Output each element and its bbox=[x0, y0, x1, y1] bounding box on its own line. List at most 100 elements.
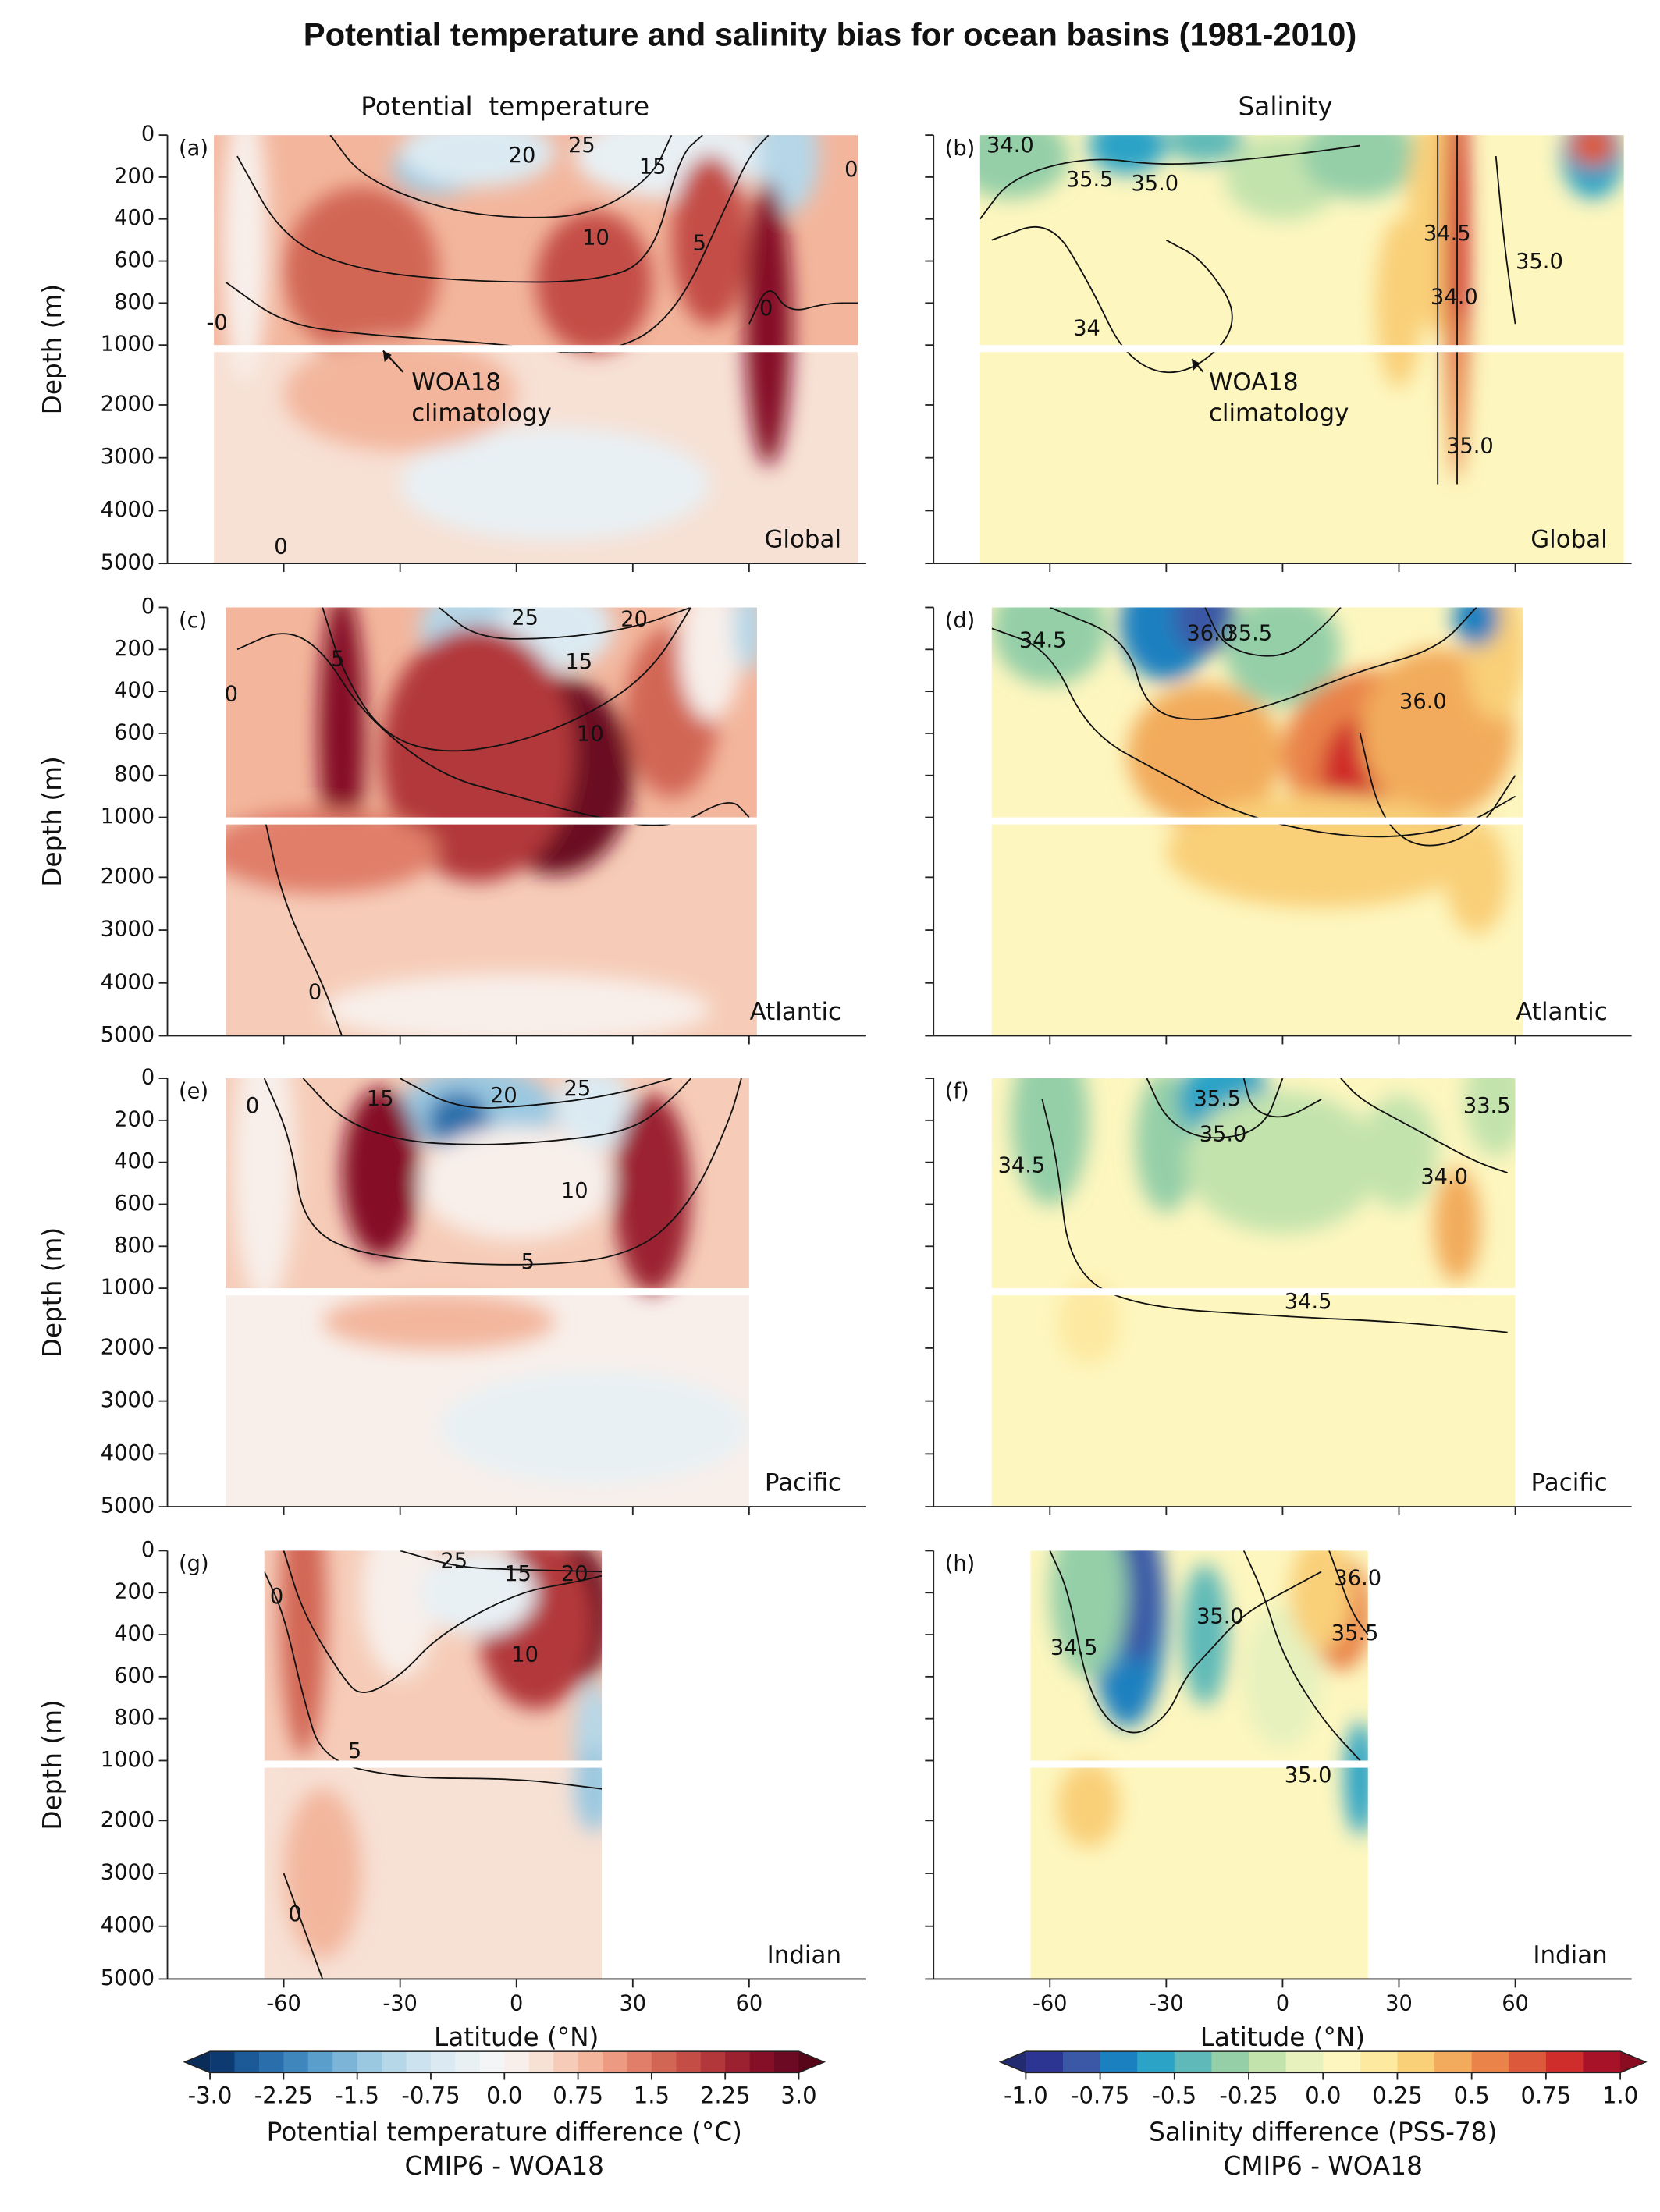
contour-label: 15 bbox=[504, 1562, 531, 1586]
figure-title: Potential temperature and salinity bias … bbox=[304, 16, 1357, 53]
colorbar-swatch bbox=[1583, 2051, 1621, 2073]
x-tick-label: 0 bbox=[1276, 1992, 1289, 2016]
panel-label: (e) bbox=[179, 1080, 208, 1104]
y-tick-label: 5000 bbox=[101, 1023, 155, 1047]
contour-label: 20 bbox=[561, 1562, 588, 1586]
y-tick-label: 600 bbox=[114, 1191, 155, 1216]
contour-line bbox=[438, 607, 691, 640]
depth-break bbox=[167, 1288, 866, 1296]
contour-line bbox=[283, 1550, 603, 1693]
contour-line bbox=[263, 817, 343, 1036]
y-axis-label: Depth (m) bbox=[37, 756, 67, 886]
region-label: Atlantic bbox=[750, 998, 841, 1026]
y-tick-label: 3000 bbox=[101, 445, 155, 469]
colorbar-swatch bbox=[1471, 2051, 1509, 2073]
colorbar-swatch bbox=[1509, 2051, 1547, 2073]
field-anomaly bbox=[400, 427, 711, 541]
colorbar-extend bbox=[184, 2051, 211, 2073]
contour-label: 34.5 bbox=[1050, 1635, 1098, 1660]
y-tick-label: 0 bbox=[141, 1066, 155, 1090]
annotation: climatology bbox=[411, 399, 552, 428]
contour-label: 34.5 bbox=[1019, 629, 1067, 653]
y-tick-label: 4000 bbox=[101, 498, 155, 522]
contour-label: -0 bbox=[207, 311, 228, 335]
depth-break bbox=[167, 817, 866, 825]
annotation: WOA18 bbox=[1209, 368, 1299, 396]
region-label: Global bbox=[764, 526, 841, 554]
colorbar-swatch bbox=[430, 2051, 456, 2073]
colorbar-swatch bbox=[479, 2051, 505, 2073]
y-tick-label: 1000 bbox=[101, 332, 155, 357]
colorbar-swatch bbox=[332, 2051, 358, 2073]
contour-label: 25 bbox=[564, 1077, 592, 1101]
field-anomaly bbox=[400, 135, 556, 188]
colorbar-tick-label: 1.0 bbox=[1602, 2082, 1638, 2108]
y-axis-label: Depth (m) bbox=[37, 284, 67, 414]
field-anomaly bbox=[1375, 218, 1423, 389]
colorbar-swatch bbox=[749, 2051, 775, 2073]
contour-line bbox=[329, 135, 673, 218]
field-anomaly bbox=[419, 1126, 613, 1241]
contour-label: 35.5 bbox=[1331, 1621, 1379, 1646]
contour-line bbox=[1204, 607, 1342, 657]
x-tick-label: -30 bbox=[1149, 1992, 1184, 2016]
y-tick-label: 5000 bbox=[101, 1494, 155, 1518]
colorbar-tick-label: 0.75 bbox=[1521, 2082, 1572, 2108]
field-anomaly bbox=[322, 974, 711, 1036]
field-anomaly bbox=[1182, 1564, 1228, 1706]
colorbar-swatch bbox=[234, 2051, 260, 2073]
contour-label: 10 bbox=[511, 1642, 539, 1667]
x-tick-label: 30 bbox=[619, 1992, 646, 2016]
field-anomaly bbox=[555, 1078, 633, 1152]
y-tick-label: 4000 bbox=[101, 970, 155, 994]
annotation-arrowhead bbox=[382, 350, 392, 362]
contour-label: 20 bbox=[509, 144, 536, 168]
colorbar-tick-label: 1.5 bbox=[634, 2082, 670, 2108]
colorbar-tick-label: 0.75 bbox=[553, 2082, 603, 2108]
field-anomaly bbox=[613, 1094, 691, 1294]
contour-line bbox=[1242, 1550, 1361, 1762]
field-anomaly bbox=[342, 1088, 420, 1259]
colorbar-swatch bbox=[603, 2051, 628, 2073]
contour-label: 15 bbox=[639, 154, 666, 179]
contour-label: 0 bbox=[246, 1094, 259, 1118]
colorbar-extend bbox=[1620, 2051, 1646, 2073]
contour-label: 35.5 bbox=[1225, 622, 1272, 646]
colorbar-sublabel: CMIP6 - WOA18 bbox=[405, 2151, 604, 2181]
contour-line bbox=[1359, 733, 1516, 847]
colorbar-tick-label: -1.5 bbox=[335, 2082, 379, 2108]
field-anomaly bbox=[1166, 135, 1244, 163]
field-anomaly bbox=[1174, 607, 1236, 654]
x-tick-label: 60 bbox=[1502, 1992, 1529, 2016]
y-tick-label: 600 bbox=[114, 1663, 155, 1688]
field-anomaly bbox=[233, 1078, 296, 1305]
colorbar-label: Salinity difference (PSS-78) bbox=[1149, 2118, 1497, 2147]
field-anomaly bbox=[226, 808, 439, 894]
field-anomaly bbox=[318, 607, 365, 875]
field bbox=[991, 1078, 1516, 1507]
field-anomaly bbox=[222, 135, 268, 382]
field-anomaly bbox=[991, 607, 1108, 686]
y-tick-label: 2000 bbox=[101, 865, 155, 889]
field-anomaly bbox=[1057, 1762, 1120, 1848]
field-anomaly bbox=[679, 607, 741, 721]
x-axis-label: Latitude (°N) bbox=[434, 2022, 599, 2052]
y-tick-label: 200 bbox=[114, 637, 155, 661]
y-tick-label: 4000 bbox=[101, 1913, 155, 1937]
colorbar-swatch bbox=[578, 2051, 603, 2073]
contour-label: 5 bbox=[693, 232, 706, 256]
contour-line bbox=[1146, 1078, 1284, 1139]
field bbox=[226, 607, 757, 1036]
depth-break bbox=[933, 817, 1632, 825]
contour-label: 35.5 bbox=[1066, 168, 1114, 192]
colorbar-tick-label: -0.25 bbox=[1219, 2082, 1278, 2108]
y-tick-label: 0 bbox=[141, 595, 155, 619]
contour-line bbox=[1242, 1078, 1322, 1118]
field-anomaly bbox=[283, 337, 517, 452]
contour-label: 33.5 bbox=[1463, 1094, 1511, 1118]
contour-line bbox=[1049, 607, 1477, 720]
y-tick-label: 3000 bbox=[101, 1388, 155, 1412]
depth-break bbox=[167, 345, 866, 353]
contour-line bbox=[236, 135, 703, 283]
